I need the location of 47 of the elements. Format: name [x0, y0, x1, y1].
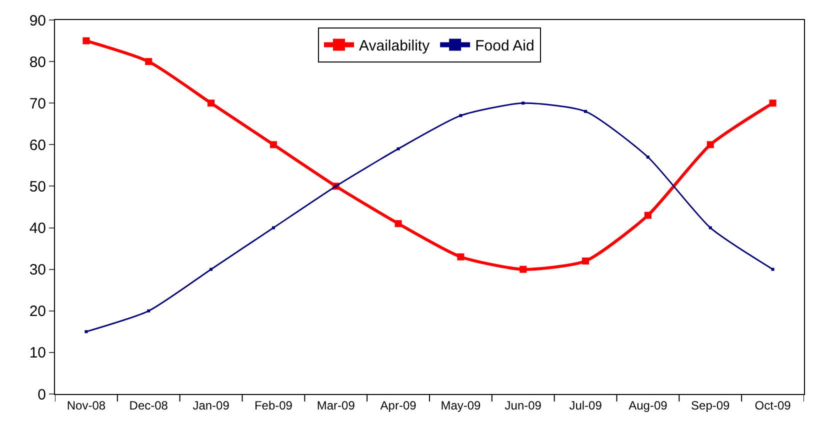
- point: [84, 330, 88, 334]
- line-series: [84, 102, 774, 334]
- point: [706, 141, 714, 148]
- legend-label: Food Aid: [475, 38, 534, 55]
- point: [394, 220, 402, 228]
- x-tick-label: Aug-09: [628, 398, 668, 412]
- y-tick-label: 40: [29, 220, 46, 238]
- x-tick-label: Sep-09: [691, 398, 730, 412]
- point: [82, 37, 90, 44]
- point: [459, 114, 462, 118]
- point: [582, 258, 590, 265]
- point: [145, 58, 152, 66]
- x-tick-label: Oct-09: [754, 398, 792, 412]
- x-tick-label: Mar-09: [316, 398, 356, 412]
- point: [208, 100, 215, 107]
- point: [771, 268, 774, 271]
- x-tick-label: May-09: [440, 398, 482, 412]
- point: [210, 268, 213, 271]
- x-tick-label: Nov-08: [66, 398, 106, 412]
- point: [769, 100, 776, 107]
- point: [147, 309, 150, 312]
- point: [644, 212, 652, 219]
- x-tick-label: Apr-09: [380, 398, 417, 412]
- y-tick-label: 10: [29, 344, 46, 362]
- x-tick-label: Jan-09: [192, 398, 230, 412]
- point: [708, 226, 712, 230]
- point: [584, 110, 588, 113]
- point: [646, 156, 650, 159]
- y-tick-label: 80: [29, 54, 46, 71]
- point: [522, 102, 525, 105]
- y-tick-label: 0: [38, 386, 46, 404]
- x-tick-label: Feb-09: [254, 398, 293, 412]
- x-tick-label: Dec-08: [129, 398, 168, 412]
- point: [396, 147, 400, 150]
- point: [272, 226, 275, 230]
- legend-label: Availability: [359, 38, 430, 55]
- y-tick-label: 60: [29, 136, 46, 154]
- y-tick-label: 90: [29, 12, 46, 30]
- y-tick-label: 70: [29, 95, 46, 112]
- x-tick-label: Jun-09: [504, 398, 542, 412]
- point: [520, 266, 527, 273]
- y-tick-label: 20: [29, 303, 46, 320]
- point: [457, 253, 464, 260]
- y-tick-label: 50: [29, 178, 46, 196]
- point: [270, 141, 277, 148]
- x-tick-label: Jul-09: [569, 398, 602, 412]
- y-tick-label: 30: [29, 262, 46, 279]
